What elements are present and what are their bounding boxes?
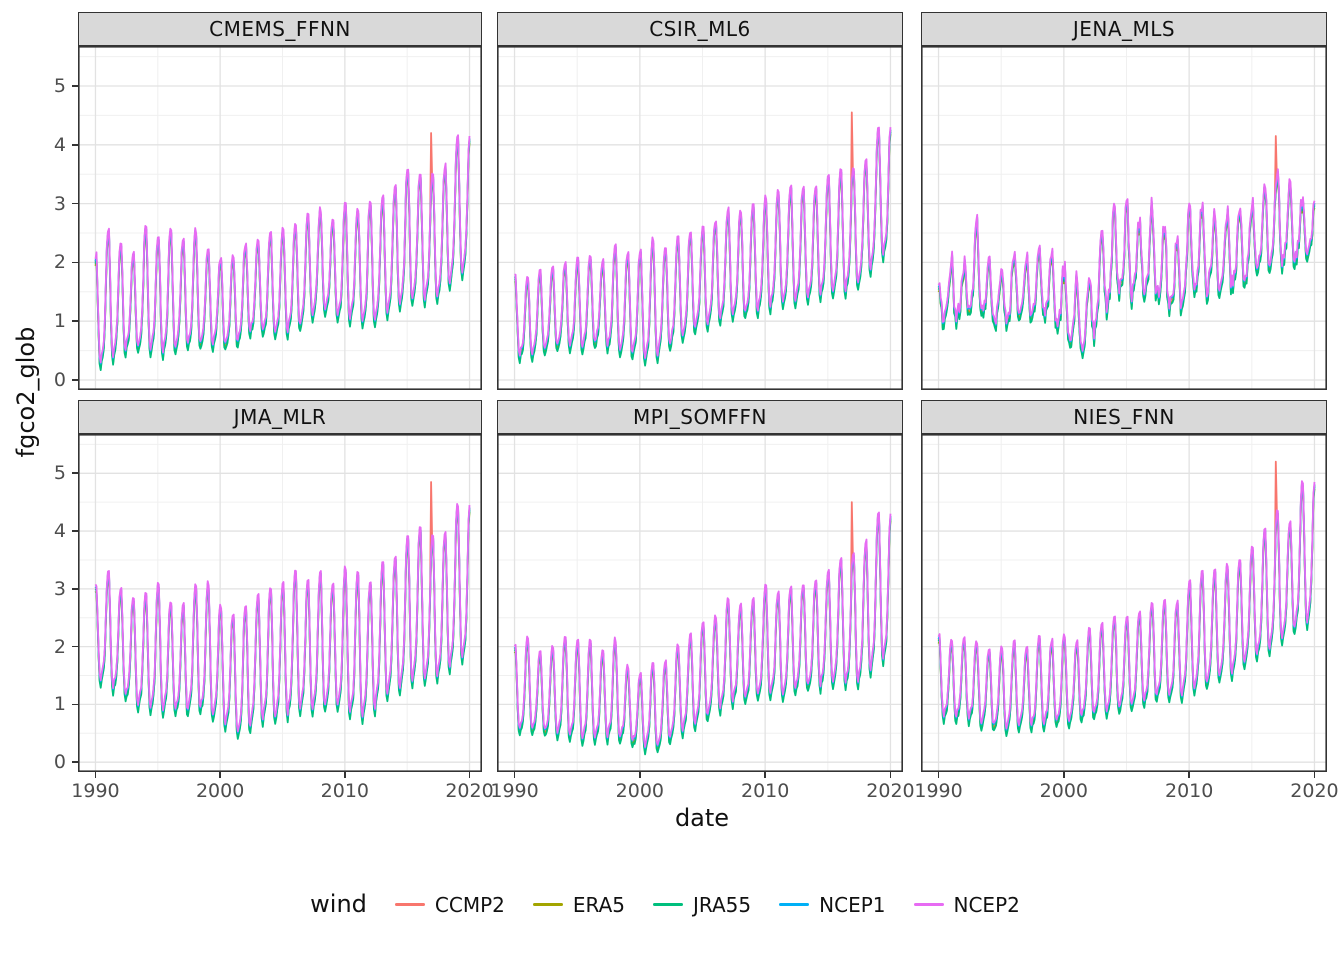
x-tick-label: 2000 xyxy=(1039,780,1089,802)
x-tick-mark xyxy=(94,772,97,778)
facet-panel-csir-ml6 xyxy=(497,46,903,390)
x-tick-mark xyxy=(344,772,346,778)
y-tick-label: 3 xyxy=(53,192,66,215)
x-tick-mark xyxy=(1188,772,1190,778)
legend-label: JRA55 xyxy=(693,892,752,917)
facet-jena-mls: JENA_MLS xyxy=(921,12,1327,390)
legend-entry-jra55: JRA55 xyxy=(653,893,751,917)
legend-key-line-jra55 xyxy=(653,903,684,907)
x-tick-label: 2020 xyxy=(1290,780,1339,802)
y-tick-mark xyxy=(72,261,78,264)
legend-entry-ncep2: NCEP2 xyxy=(913,892,1020,917)
y-tick-mark xyxy=(72,645,78,648)
y-tick-label: 3 xyxy=(53,577,66,600)
legend-title: wind xyxy=(310,890,367,918)
y-tick-label: 5 xyxy=(53,462,66,485)
x-tick-mark xyxy=(1063,772,1065,778)
y-tick-mark xyxy=(72,320,78,322)
legend-key-line-ncep1 xyxy=(779,903,810,907)
y-tick-label: 4 xyxy=(53,520,66,543)
facet-title: JMA_MLR xyxy=(233,405,327,429)
y-tick-mark xyxy=(72,472,78,475)
y-tick-label: 1 xyxy=(53,693,66,716)
legend-key-line-ccmp2 xyxy=(394,903,425,907)
facet-title: NIES_FNN xyxy=(1073,405,1175,429)
series-ncep2 xyxy=(514,126,892,359)
facet-strip: CSIR_ML6 xyxy=(497,12,903,46)
legend-entries: CCMP2 ERA5 JRA55 NCEP1 NCEP2 xyxy=(381,891,1034,917)
facet-strip: MPI_SOMFFN xyxy=(497,400,903,434)
y-tick-mark xyxy=(72,143,78,146)
facet-title: CMEMS_FFNN xyxy=(209,17,351,41)
x-tick-mark xyxy=(764,772,766,778)
facet-mpi-somffn: MPI_SOMFFN xyxy=(497,400,903,772)
y-tick-label: 0 xyxy=(53,369,66,391)
series-ncep2 xyxy=(94,134,471,364)
facet-panel-jma-mlr xyxy=(78,434,482,772)
facet-strip: NIES_FNN xyxy=(921,400,1327,434)
x-tick-label: 2010 xyxy=(740,780,790,802)
y-tick-label: 4 xyxy=(53,133,66,156)
legend-entry-ncep1: NCEP1 xyxy=(779,892,886,917)
facet-strip: JMA_MLR xyxy=(78,400,482,434)
y-tick-mark xyxy=(72,202,78,205)
facet-csir-ml6: CSIR_ML6 xyxy=(497,12,903,390)
y-tick-mark xyxy=(72,703,78,706)
x-tick-label: 2010 xyxy=(1164,780,1214,802)
y-axis-title: fgco2_glob xyxy=(12,326,40,458)
facet-panel-mpi-somffn xyxy=(497,434,903,772)
legend-label: NCEP1 xyxy=(819,892,886,917)
series-ncep2 xyxy=(937,168,1316,352)
x-tick-label: 2000 xyxy=(615,780,665,802)
facet-strip: JENA_MLS xyxy=(921,12,1327,46)
y-tick-mark xyxy=(72,85,78,87)
x-tick-mark xyxy=(937,772,940,778)
facet-title: JENA_MLS xyxy=(1072,17,1176,41)
legend-label: ERA5 xyxy=(572,892,626,917)
facet-panel-jena-mls xyxy=(921,46,1327,390)
facet-title: MPI_SOMFFN xyxy=(633,405,767,429)
x-tick-mark xyxy=(513,772,516,778)
facet-nies-fnn: NIES_FNN xyxy=(921,400,1327,772)
legend-entry-ccmp2: CCMP2 xyxy=(394,892,505,917)
y-tick-label: 5 xyxy=(53,74,66,97)
facet-panel-cmems-ffnn xyxy=(78,46,482,390)
x-tick-mark xyxy=(1313,772,1316,778)
x-tick-mark xyxy=(468,772,471,778)
facet-title: CSIR_ML6 xyxy=(649,17,751,41)
x-tick-label: 2020 xyxy=(445,780,494,802)
y-tick-mark xyxy=(72,588,78,590)
facet-strip: CMEMS_FFNN xyxy=(78,12,482,46)
x-tick-label: 2020 xyxy=(866,780,915,802)
x-tick-label: 1990 xyxy=(914,780,963,802)
x-tick-label: 1990 xyxy=(490,780,539,802)
legend-key-line-ncep2 xyxy=(913,903,944,907)
legend-label: NCEP2 xyxy=(953,892,1020,917)
y-tick-mark xyxy=(72,379,78,381)
legend: wind CCMP2 ERA5 JRA55 NCEP1 NCEP2 xyxy=(0,890,1344,918)
legend-key-line-era5 xyxy=(532,903,563,907)
legend-entry-era5: ERA5 xyxy=(532,892,626,917)
series-ncep2 xyxy=(513,511,892,748)
x-tick-mark xyxy=(889,772,892,778)
facet-panel-nies-fnn xyxy=(921,434,1327,772)
series-ncep2 xyxy=(94,503,471,733)
facet-cmems-ffnn: CMEMS_FFNN xyxy=(78,12,482,390)
y-tick-label: 2 xyxy=(53,635,66,658)
facet-jma-mlr: JMA_MLR xyxy=(78,400,482,772)
y-tick-mark xyxy=(72,761,78,763)
y-tick-mark xyxy=(72,530,78,532)
x-axis-title: date xyxy=(674,804,730,832)
legend-label: CCMP2 xyxy=(434,892,505,917)
y-tick-label: 0 xyxy=(53,751,66,774)
x-tick-label: 1990 xyxy=(71,780,120,802)
x-tick-label: 2010 xyxy=(320,780,370,802)
x-tick-mark xyxy=(219,772,221,778)
x-tick-mark xyxy=(639,772,641,778)
y-tick-label: 1 xyxy=(53,310,66,333)
series-ncep2 xyxy=(937,480,1316,730)
y-tick-label: 2 xyxy=(53,251,66,274)
x-tick-label: 2000 xyxy=(195,780,245,802)
